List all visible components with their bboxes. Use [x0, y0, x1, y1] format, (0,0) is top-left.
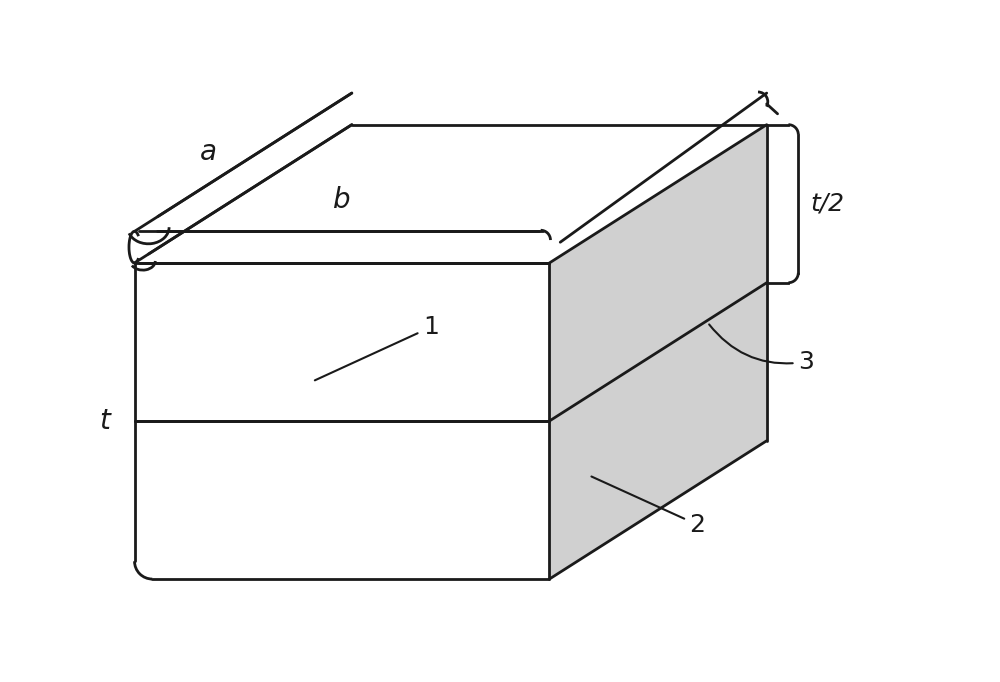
Polygon shape: [135, 263, 549, 579]
Polygon shape: [135, 125, 767, 263]
Polygon shape: [549, 125, 767, 579]
Text: b: b: [333, 186, 351, 213]
Text: t: t: [99, 407, 110, 435]
Text: t/2: t/2: [810, 192, 844, 216]
Text: 1: 1: [315, 315, 439, 381]
Text: a: a: [200, 138, 217, 166]
Text: 3: 3: [709, 325, 814, 374]
Text: 2: 2: [591, 477, 706, 537]
